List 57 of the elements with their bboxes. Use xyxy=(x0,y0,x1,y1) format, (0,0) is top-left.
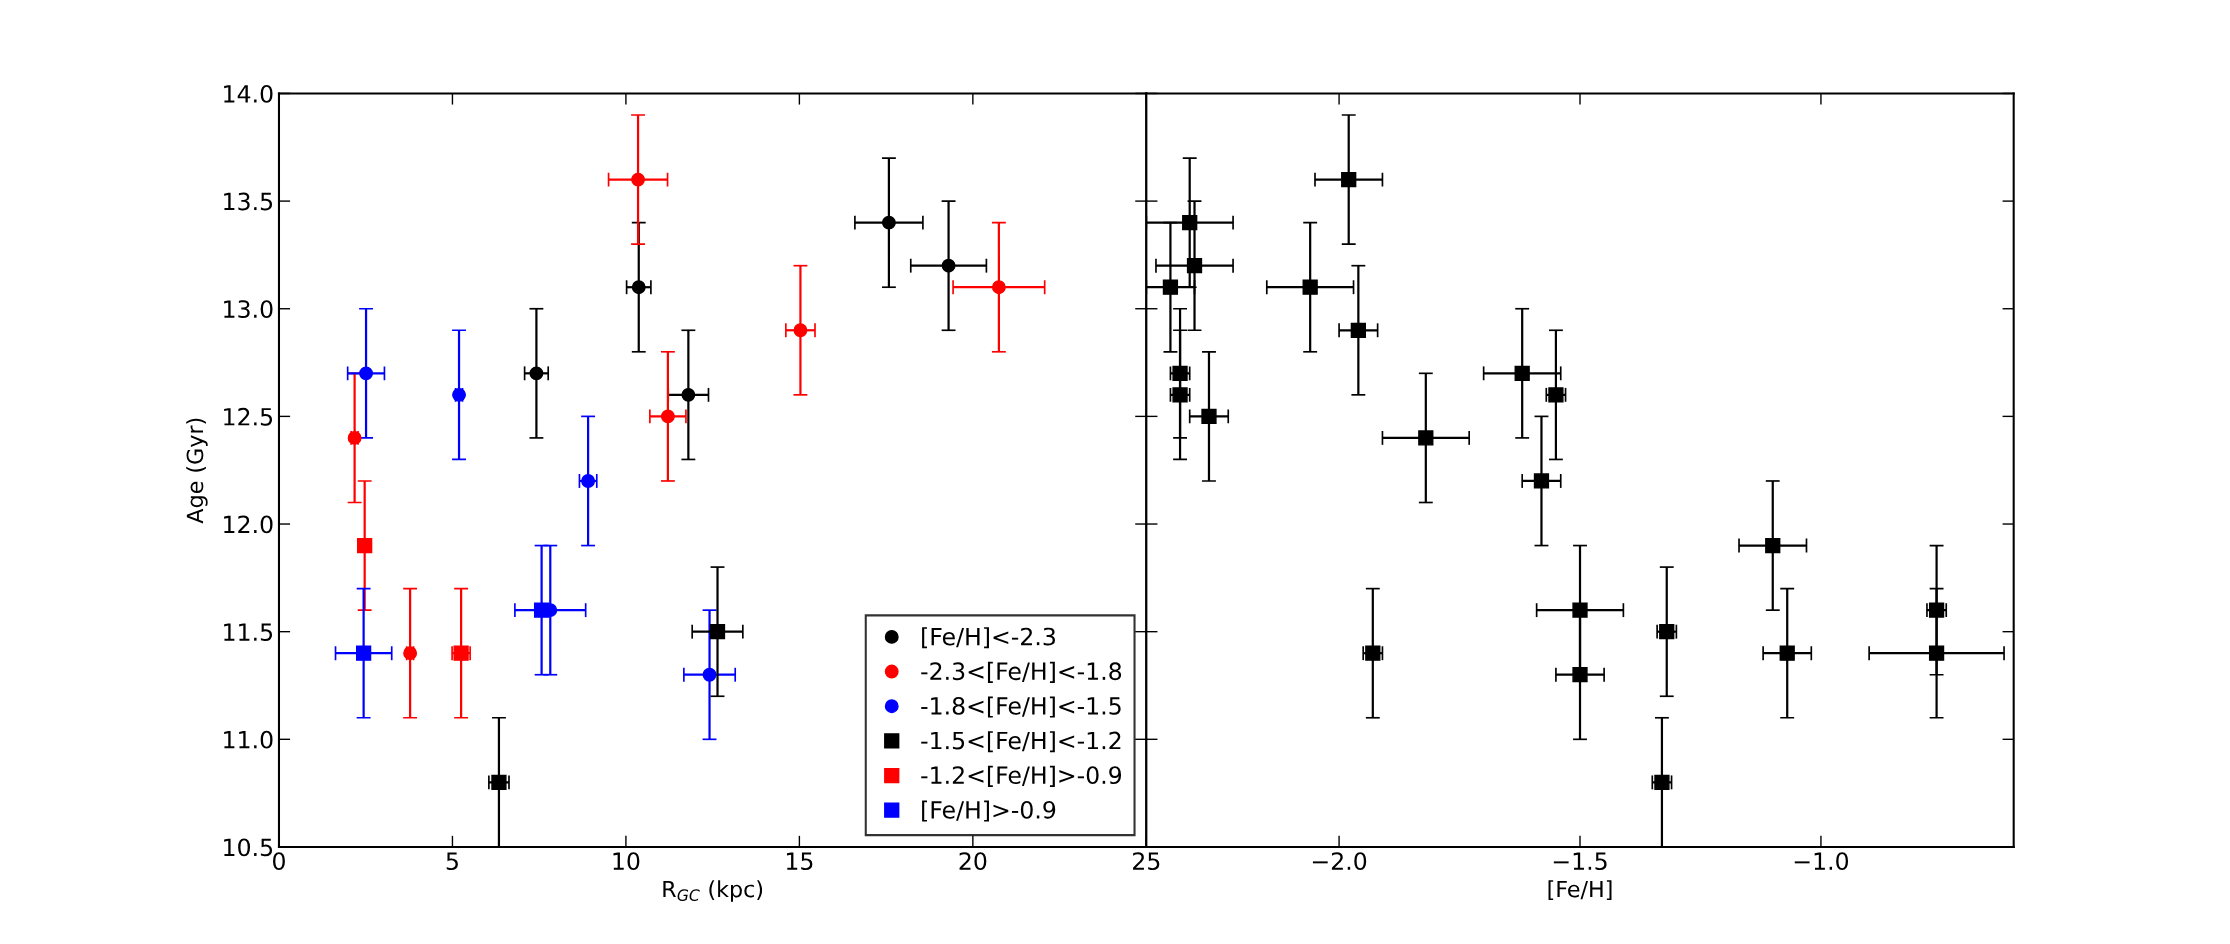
x-tick-label: 15 xyxy=(786,852,813,871)
x-tick-label: 10 xyxy=(613,852,640,871)
point xyxy=(1201,408,1217,425)
x-axis-title: R$_{GC}$ (kpc) xyxy=(663,880,763,902)
point xyxy=(881,215,896,230)
point xyxy=(1182,214,1198,231)
y-tick-label: 11.5 xyxy=(224,623,273,641)
point xyxy=(1572,602,1588,618)
y-tick-label: 13.0 xyxy=(224,300,273,319)
y-axis-title: Age (Gyr) xyxy=(186,418,208,524)
point xyxy=(1302,279,1318,295)
point xyxy=(702,667,717,682)
point xyxy=(660,409,675,424)
point xyxy=(991,280,1006,295)
point xyxy=(1928,645,1945,661)
point xyxy=(1779,645,1795,661)
point xyxy=(533,602,550,618)
point xyxy=(1186,258,1203,274)
y-tick-label: 10.5 xyxy=(224,838,273,857)
y-tick-label: 14.0 xyxy=(224,84,273,103)
legend-label: -1.2<[Fe/H]>-0.9 xyxy=(921,765,1122,787)
y-tick-label: 13.5 xyxy=(224,192,273,211)
y-tick-label: 12.0 xyxy=(224,515,273,534)
point xyxy=(491,774,507,791)
point xyxy=(631,172,646,187)
x-tick-label: 20 xyxy=(959,852,987,871)
point xyxy=(709,624,726,640)
x-tick-label: 0 xyxy=(273,852,285,871)
legend-label: [Fe/H]>-0.9 xyxy=(922,800,1056,822)
x-axis-title: [Fe/H] xyxy=(1548,880,1612,901)
point xyxy=(357,537,373,554)
point xyxy=(1533,473,1550,489)
point xyxy=(1341,171,1357,188)
point xyxy=(1350,322,1366,338)
point xyxy=(941,258,956,273)
point xyxy=(1514,365,1530,381)
x-tick-label: 5 xyxy=(446,852,458,871)
legend-label: [Fe/H]<-2.3 xyxy=(922,627,1055,649)
legend-label: -2.3<[Fe/H]<-1.8 xyxy=(921,661,1122,683)
point xyxy=(1765,537,1781,554)
point xyxy=(1418,430,1434,446)
point xyxy=(529,366,544,381)
point xyxy=(359,366,374,381)
y-tick-label: 11.0 xyxy=(224,730,273,749)
point xyxy=(793,323,808,338)
y-tick-label: 12.5 xyxy=(224,407,273,426)
point xyxy=(1572,667,1588,683)
x-tick-label: 25 xyxy=(1133,852,1160,871)
point xyxy=(681,387,696,402)
x-tick-label: −1.5 xyxy=(1553,852,1607,871)
legend-label: -1.5<[Fe/H]<-1.2 xyxy=(921,731,1121,753)
x-tick-label: −2.0 xyxy=(1312,852,1367,871)
point xyxy=(355,645,372,661)
point xyxy=(1162,279,1179,295)
legend-label: -1.8<[Fe/H]<-1.5 xyxy=(921,696,1121,718)
point xyxy=(631,280,646,295)
x-tick-label: −1.0 xyxy=(1794,852,1849,871)
